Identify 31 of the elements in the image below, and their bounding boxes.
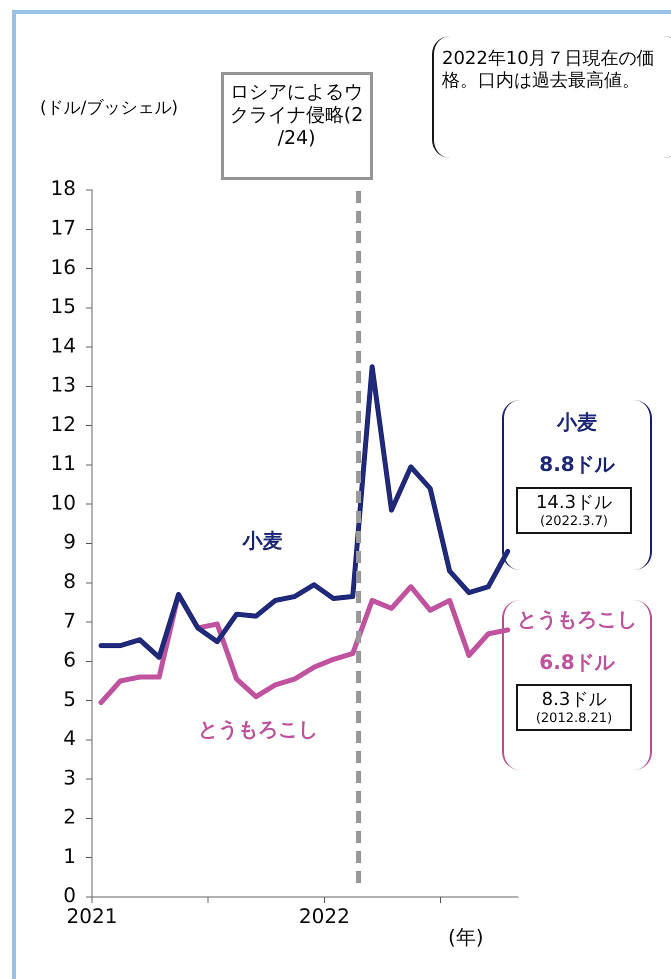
y-tick-label: 10 xyxy=(50,490,76,514)
y-tick-label: 5 xyxy=(63,686,76,711)
ref-line-label: ロシアによるウクライナ侵略(2/24) xyxy=(220,72,373,180)
text: 8.3ドル (2012.8.21) xyxy=(534,689,614,726)
y-tick-label: 4 xyxy=(63,726,76,750)
y-axis-title: (ドル/ブッシェル) xyxy=(40,98,178,118)
y-tick-label: 14 xyxy=(50,333,76,358)
y-tick-label: 7 xyxy=(63,608,76,632)
y-tick-label: 18 xyxy=(50,176,76,200)
y-tick-label: 15 xyxy=(50,294,76,318)
y-tick-label: 9 xyxy=(63,530,76,554)
y-tick-label: 11 xyxy=(50,451,76,476)
y-tick-label: 8 xyxy=(63,568,76,593)
text: とうもろこし xyxy=(198,716,318,741)
text: 6.8ドル xyxy=(538,650,616,674)
y-tick-label: 3 xyxy=(63,765,76,790)
y-tick-label: 2 xyxy=(63,804,76,829)
text: 8.8ドル xyxy=(538,452,616,476)
y-tick-label: 12 xyxy=(50,412,76,436)
x-axis-title: (年) xyxy=(448,925,484,949)
y-tick-label: 13 xyxy=(50,372,76,397)
text: 14.3ドル (2022.3.7) xyxy=(534,492,614,530)
y-tick-label: 16 xyxy=(50,254,76,279)
text: 小麦 xyxy=(241,528,282,552)
x-tick-label: 2022 xyxy=(298,904,350,928)
y-tick-label: 1 xyxy=(63,844,76,868)
y-tick-label: 6 xyxy=(63,648,76,672)
y-tick-label: 17 xyxy=(50,215,76,240)
series-label: とうもろこし xyxy=(516,607,638,631)
text: 小麦 xyxy=(557,410,597,434)
text: 2022年10月７日現在の価格。口内は過去最高値。 xyxy=(442,48,656,92)
